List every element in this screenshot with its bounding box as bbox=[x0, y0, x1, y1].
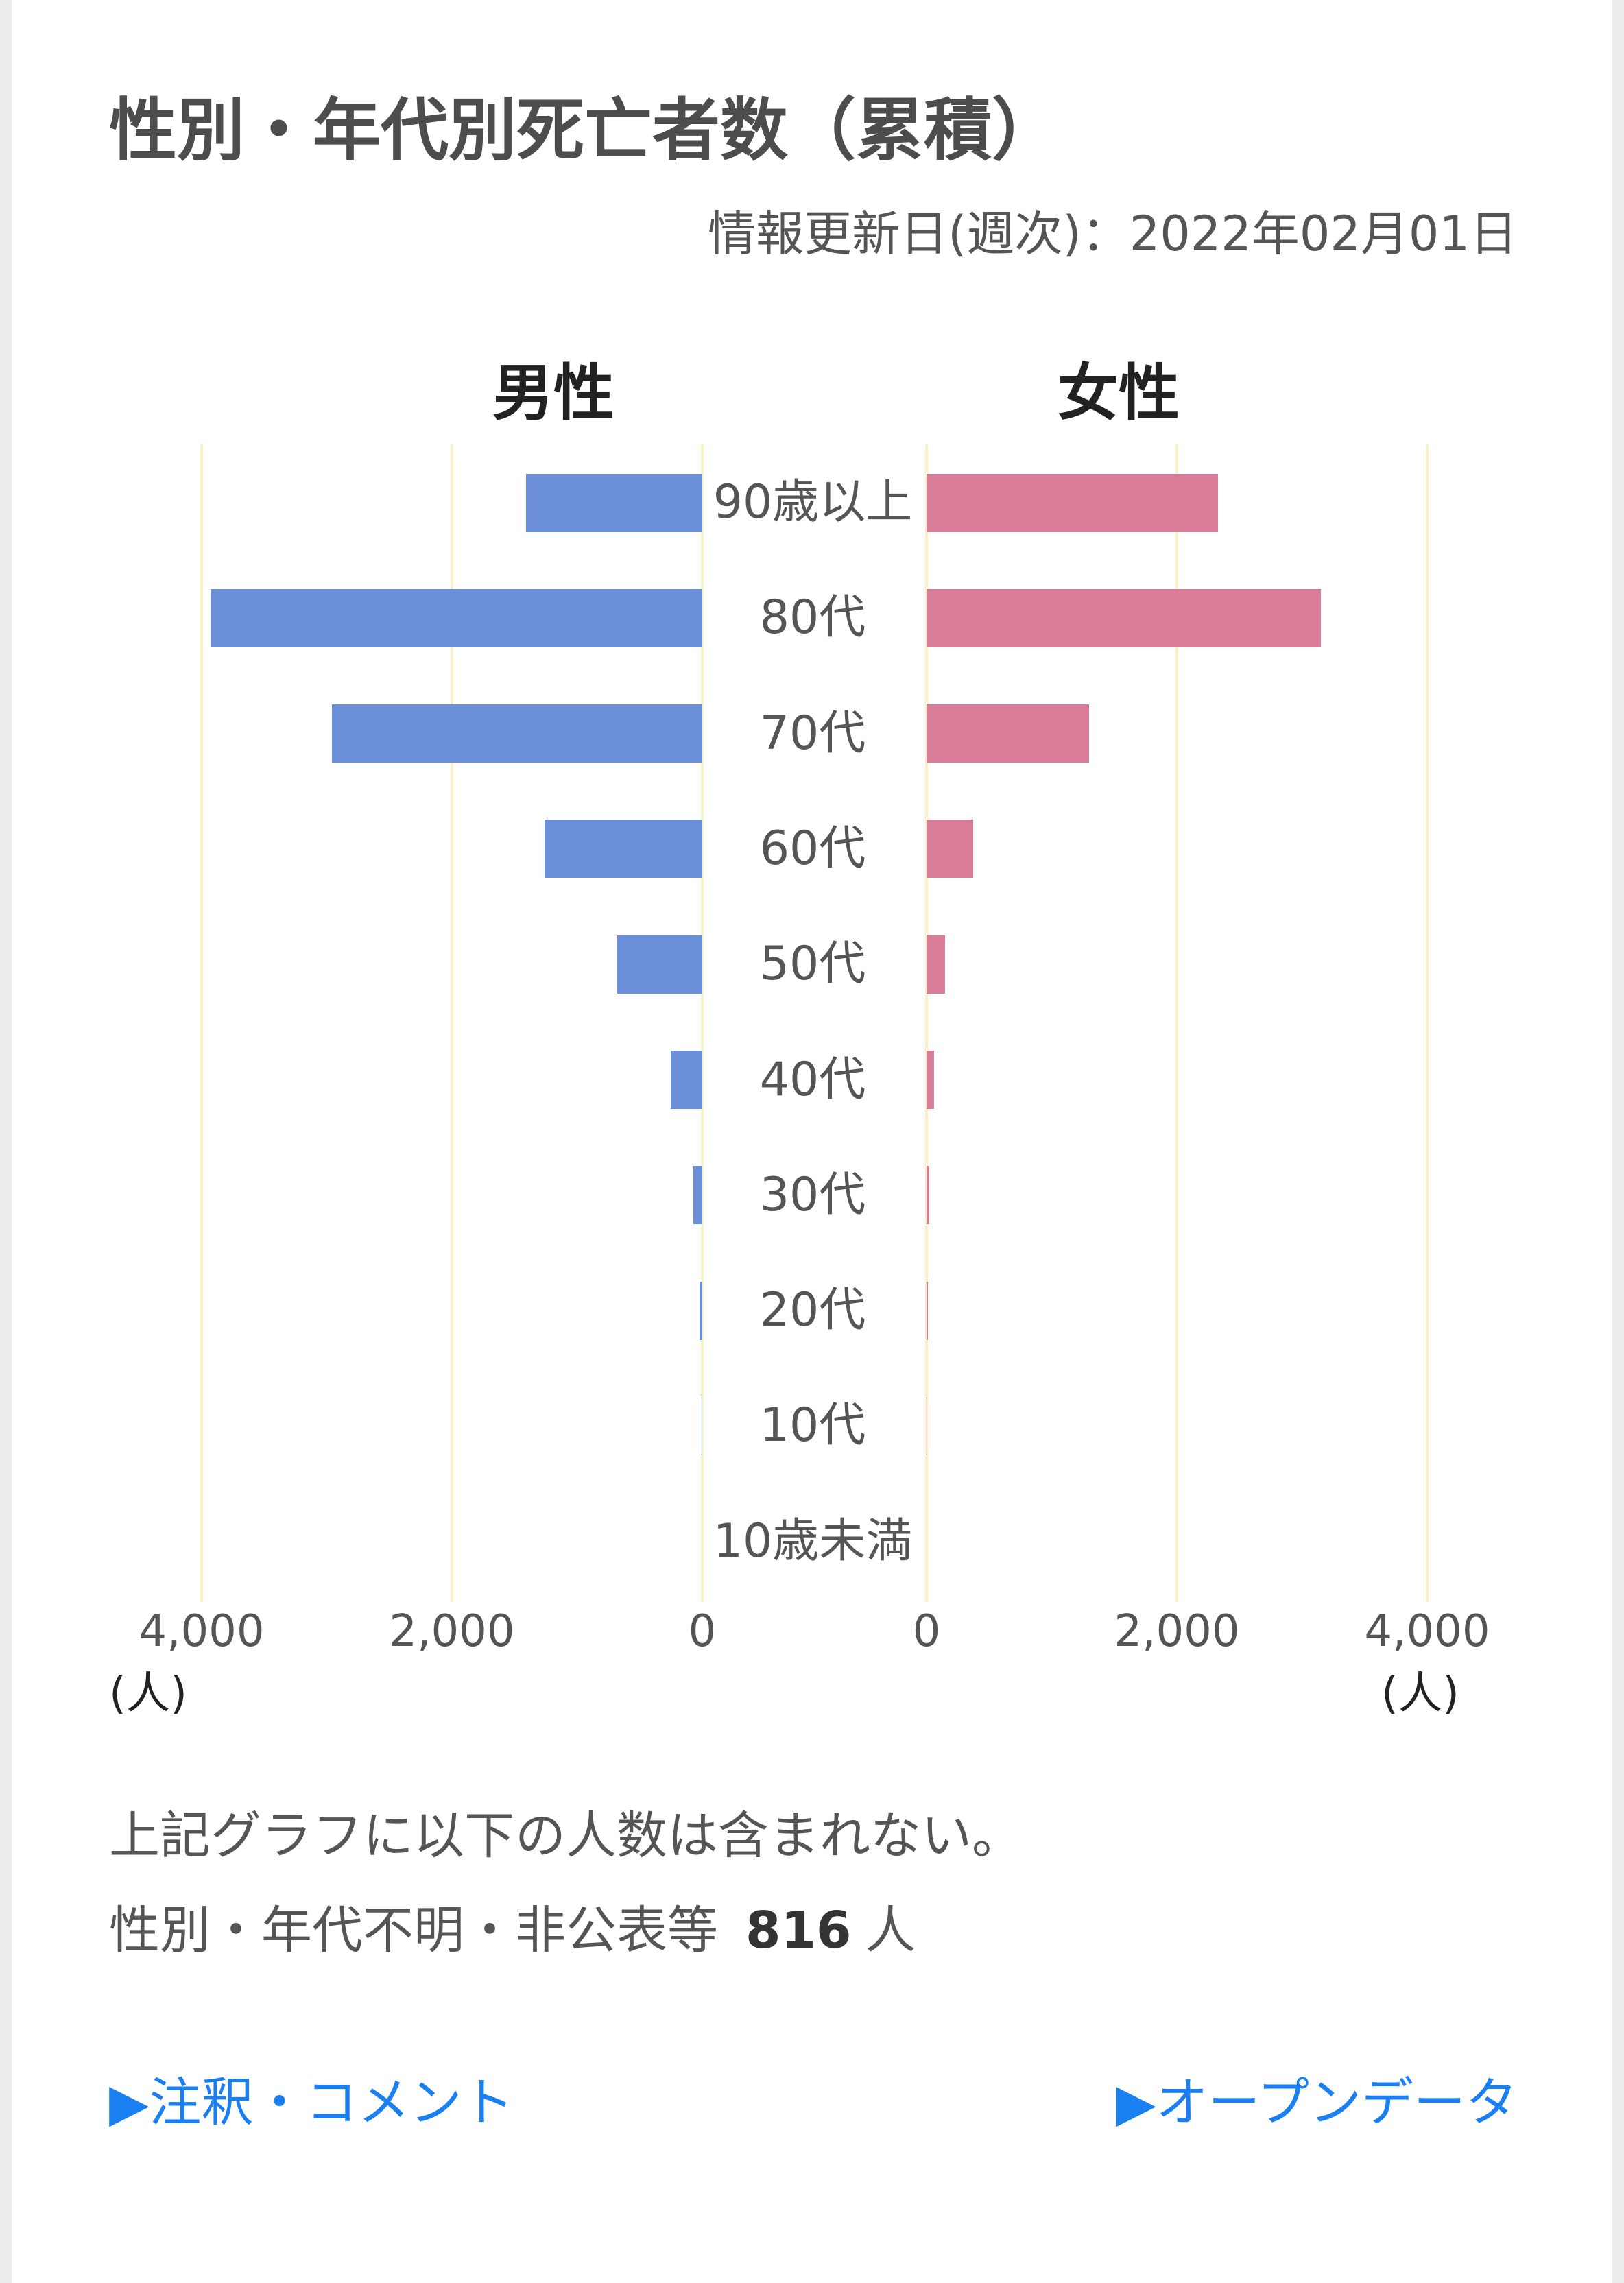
female-bar bbox=[927, 473, 1219, 532]
male-bar bbox=[693, 1166, 702, 1225]
x-tick-label-left: 2,000 bbox=[389, 1606, 515, 1657]
female-bar bbox=[927, 704, 1090, 763]
female-bar bbox=[927, 820, 973, 878]
excluded-row: 性別・年代不明・非公表等 816 人 bbox=[109, 1904, 916, 1957]
x-tick-label-right: 0 bbox=[912, 1606, 941, 1657]
gridline-left bbox=[200, 444, 203, 1602]
x-tick-label-left: 4,000 bbox=[139, 1606, 265, 1657]
female-header: 女性 bbox=[1058, 357, 1180, 429]
male-bar bbox=[331, 704, 702, 763]
gridline-right bbox=[1426, 444, 1429, 1602]
male-bar bbox=[545, 820, 702, 878]
age-group-label: 40代 bbox=[759, 1052, 866, 1107]
female-bar bbox=[927, 1051, 934, 1109]
male-header: 男性 bbox=[492, 357, 614, 429]
age-group-label: 70代 bbox=[759, 706, 866, 761]
male-bar bbox=[671, 1051, 702, 1109]
female-bar bbox=[927, 935, 946, 994]
x-tick-label-right: 2,000 bbox=[1114, 1606, 1240, 1657]
male-bar bbox=[525, 473, 702, 532]
age-group-label: 60代 bbox=[759, 821, 866, 876]
excluded-note: 上記グラフに以下の人数は含まれない。 bbox=[109, 1806, 1023, 1865]
gridline-left bbox=[701, 444, 704, 1602]
age-group-label: 10代 bbox=[759, 1398, 866, 1453]
x-tick-label-left: 0 bbox=[688, 1606, 717, 1657]
excluded-label: 性別・年代不明・非公表等 bbox=[109, 1901, 718, 1960]
male-bar bbox=[617, 935, 702, 994]
excluded-unit: 人 bbox=[865, 1901, 916, 1960]
female-bar bbox=[927, 1281, 928, 1340]
age-group-label: 20代 bbox=[759, 1283, 866, 1338]
age-group-label: 80代 bbox=[759, 590, 866, 645]
age-group-label: 30代 bbox=[759, 1167, 866, 1222]
age-group-label: 90歳以上 bbox=[713, 475, 913, 529]
update-date: 情報更新日(週次)：2022年02月01日 bbox=[708, 206, 1518, 262]
annotations-link[interactable]: ▶注釈・コメント bbox=[109, 2072, 514, 2133]
right-axis-unit: (人) bbox=[1381, 1669, 1459, 1719]
female-bar bbox=[927, 588, 1321, 647]
page-title: 性別・年代別死亡者数（累積） bbox=[109, 91, 1060, 170]
male-bar bbox=[700, 1281, 702, 1340]
age-group-label: 50代 bbox=[759, 937, 866, 992]
x-tick-label-right: 4,000 bbox=[1364, 1606, 1490, 1657]
male-bar bbox=[210, 588, 702, 647]
left-axis-unit: (人) bbox=[109, 1669, 187, 1719]
gridline-left bbox=[451, 444, 453, 1602]
female-bar bbox=[927, 1166, 929, 1225]
age-group-label: 10歳未満 bbox=[713, 1514, 913, 1568]
card bbox=[12, 0, 1612, 2283]
gridline-right bbox=[925, 444, 928, 1602]
excluded-count: 816 bbox=[745, 1901, 852, 1960]
open-data-link[interactable]: ▶オープンデータ bbox=[1116, 2072, 1518, 2133]
gridline-right bbox=[1175, 444, 1178, 1602]
